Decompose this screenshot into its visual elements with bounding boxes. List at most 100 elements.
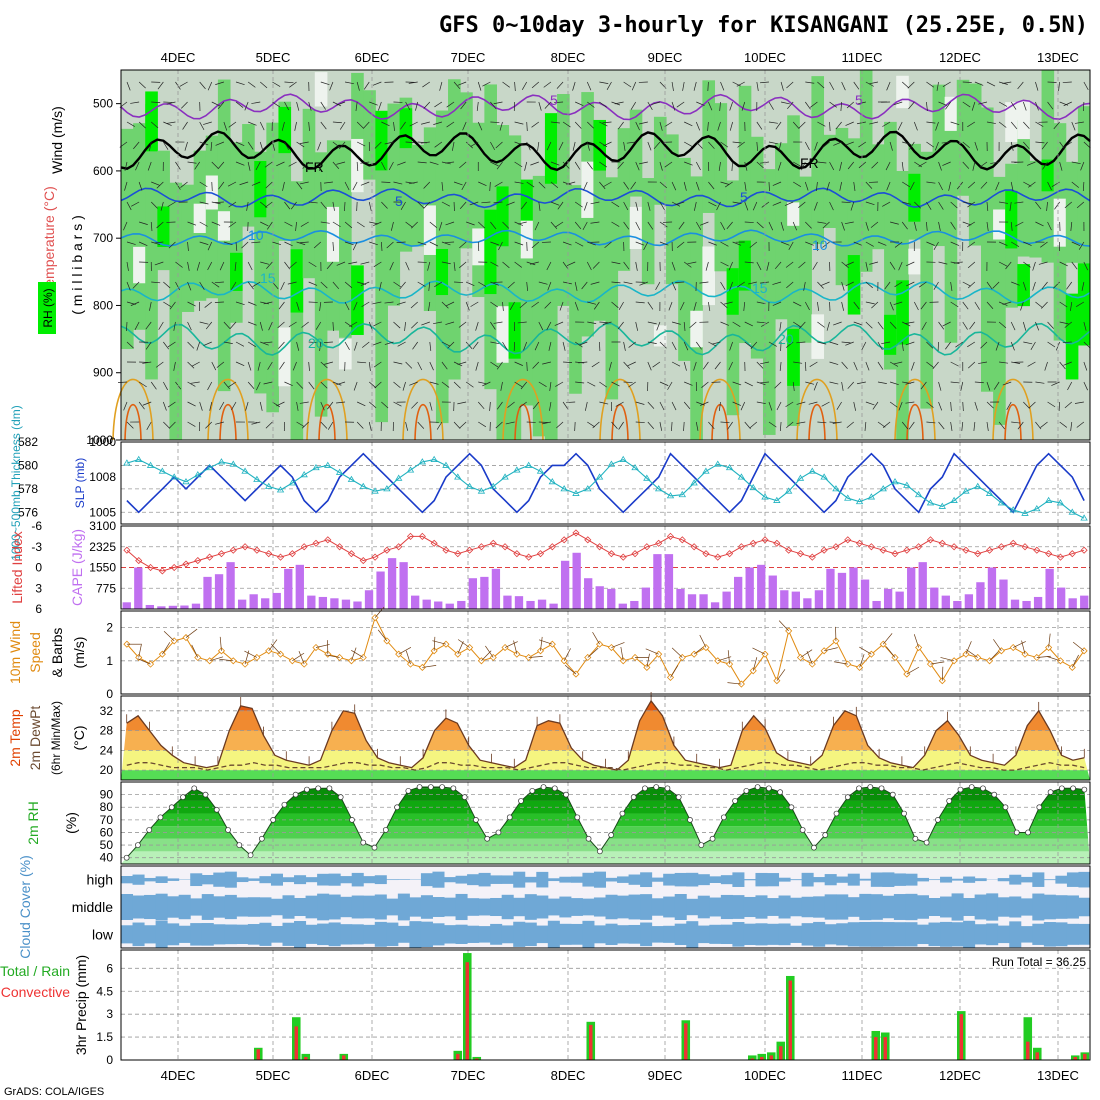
wind-barb	[1076, 301, 1085, 307]
wind-barb	[373, 321, 382, 327]
wind-barb	[137, 658, 151, 665]
wind-barb	[1009, 201, 1012, 211]
cape-bar	[803, 598, 812, 609]
wind-barb	[1035, 141, 1045, 144]
cloud-cell	[859, 878, 872, 881]
wind-barb	[821, 281, 830, 286]
rh-saturated-band	[230, 252, 243, 291]
wind-barb	[882, 121, 891, 127]
cloud-cell	[824, 874, 837, 886]
wind-barb	[190, 381, 200, 384]
thickness-point	[324, 461, 332, 468]
wind-barb	[671, 361, 681, 367]
wind-barb	[986, 201, 989, 211]
thickness-point	[394, 474, 403, 481]
wind-barb	[538, 181, 546, 189]
wind-barb	[623, 281, 633, 285]
cloud-cell	[490, 923, 503, 945]
wind-barb	[882, 633, 893, 645]
wind-barb	[695, 121, 701, 131]
cloud-cell	[778, 923, 791, 946]
wind-barb	[872, 401, 879, 410]
lifted-index-point	[454, 550, 462, 558]
wind-barb	[169, 301, 176, 310]
freezing-level-contour	[120, 130, 1091, 172]
wind-barb	[544, 301, 552, 309]
panel-bg	[121, 950, 1090, 1060]
wind-barb	[950, 301, 959, 308]
thickness-point	[974, 482, 982, 489]
wind-barb	[590, 221, 600, 224]
wind-barb	[623, 341, 626, 351]
rh-saturated-band	[847, 255, 861, 315]
cape-bar	[503, 595, 512, 609]
wind-barb	[514, 361, 523, 366]
wind-barb	[759, 281, 770, 284]
lifted-index-point	[997, 543, 1005, 551]
cloud-cell	[847, 873, 860, 886]
wind-barb	[671, 647, 683, 658]
wind-barb	[618, 301, 624, 310]
wind-barb	[744, 341, 753, 348]
bottom-day-label: 12DEC	[939, 1068, 981, 1083]
wind-barb	[126, 81, 131, 91]
wind-barb	[623, 81, 632, 88]
wind-barb	[974, 301, 980, 310]
wind-barb	[259, 121, 265, 131]
wind-barb	[214, 281, 224, 284]
wind-barb	[1023, 241, 1032, 246]
wind-barb	[528, 656, 543, 658]
temp-tick-label: 20	[100, 763, 114, 777]
wind-barb	[907, 81, 915, 89]
wind-barb	[245, 401, 249, 411]
rh-point	[439, 784, 445, 790]
lifted-index-point	[808, 553, 816, 561]
cloud-cell	[524, 894, 537, 920]
cloud-cell	[144, 877, 157, 882]
wind-barb	[756, 361, 764, 369]
y-tick-label: 900	[93, 366, 113, 380]
wind-barb	[720, 321, 729, 326]
wind-barb	[400, 121, 406, 130]
wind-barb	[587, 101, 595, 108]
wind-barb	[187, 321, 192, 331]
cloud-cell	[536, 925, 549, 944]
cloud-cell	[397, 893, 410, 921]
cloud-cell	[351, 924, 364, 945]
precip-convective-bar	[1026, 1041, 1030, 1060]
wind-barb	[434, 281, 443, 288]
wind-barb	[893, 301, 903, 306]
cloud-cell	[351, 895, 364, 919]
wind-barb	[744, 321, 753, 327]
wind-barb	[530, 261, 539, 265]
run-total-label: Run Total = 36.25	[992, 955, 1087, 969]
wind-barb	[299, 241, 309, 244]
wind-barb	[223, 341, 233, 344]
wind-barb	[489, 181, 491, 192]
wind-barb	[374, 606, 385, 618]
rh-point	[901, 810, 907, 817]
wind-axis-label-2: Speed	[27, 632, 43, 672]
wind-barb	[741, 101, 746, 111]
wind-barb	[647, 421, 655, 430]
wind-barb	[549, 401, 552, 411]
wind-barb	[833, 141, 842, 146]
wind-barb	[210, 141, 213, 151]
wind-barb	[962, 401, 964, 412]
wind-barb	[793, 301, 802, 307]
wind-barb	[344, 201, 346, 212]
wind-barb	[729, 341, 733, 351]
top-day-label: 9DEC	[648, 50, 683, 65]
cloud-cell	[767, 923, 780, 945]
wind-barb	[1002, 381, 1012, 386]
wind-barb	[156, 181, 164, 189]
wind-barb	[836, 401, 842, 410]
thickness-point	[879, 485, 887, 492]
cloud-cell	[490, 897, 503, 917]
wind-barb	[901, 161, 904, 171]
lifted-index-point	[1045, 550, 1053, 558]
wind-barb	[853, 241, 863, 246]
wind-barb	[593, 301, 600, 310]
wind-barb	[768, 121, 778, 124]
wind-barb	[871, 161, 879, 169]
